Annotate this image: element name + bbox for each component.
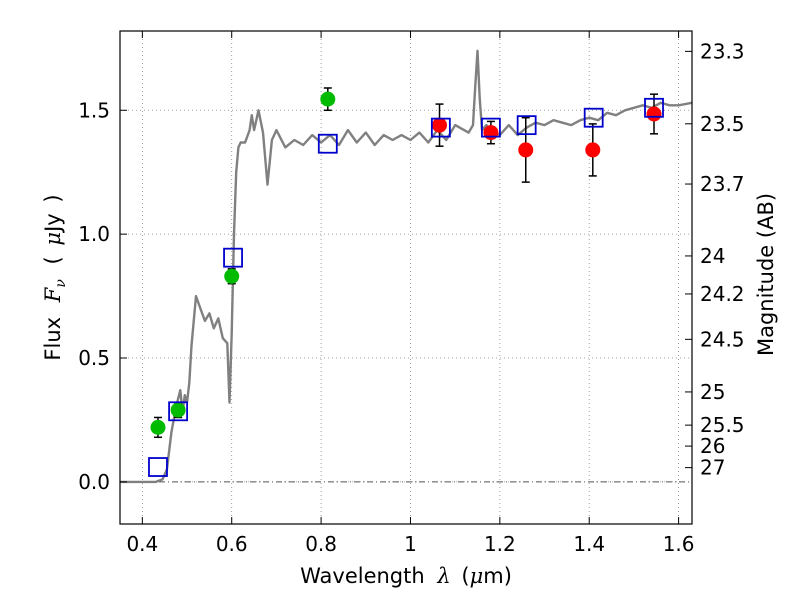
x-tick-label: 1.6 — [663, 532, 695, 556]
model-photometry-square — [223, 247, 243, 268]
magnitude-tick-label: 24.5 — [700, 327, 745, 351]
x-tick-label: 1.2 — [484, 532, 516, 556]
red-photometry-point — [518, 142, 534, 158]
plot-frame — [119, 30, 693, 525]
green-photometry-point — [170, 402, 186, 418]
plot-layer — [120, 49, 692, 484]
magnitude-tick-label: 24 — [700, 244, 725, 268]
green-photometry-point — [150, 419, 166, 435]
red-photometry-point — [646, 106, 662, 122]
magnitude-tick-label: 26 — [700, 434, 725, 458]
magnitude-tick-label: 23.7 — [700, 172, 745, 196]
magnitude-tick-label: 25.5 — [700, 413, 745, 437]
model-photometry-square — [168, 401, 188, 422]
x-tick-label: 1 — [404, 532, 417, 556]
y-tick-label: 0.0 — [78, 470, 110, 494]
x-tick-label: 0.8 — [305, 532, 337, 556]
red-photometry-point — [432, 117, 448, 133]
red-photometry-point — [483, 125, 499, 141]
y-tick-label: 1.5 — [78, 98, 110, 122]
x-tick-label: 1.4 — [573, 532, 605, 556]
grid-lines — [120, 31, 692, 524]
green-photometry-point — [224, 268, 240, 284]
magnitude-axis-label: Magnitude (AB) — [754, 193, 778, 356]
y-tick-label: 0.5 — [78, 346, 110, 370]
magnitude-tick-label: 27 — [700, 456, 725, 480]
y-tick-label: 1.0 — [78, 222, 110, 246]
y-axis-label: Flux Fν ( μJy ) — [41, 194, 70, 360]
model-photometry-square — [148, 457, 168, 477]
magnitude-tick-label: 23.5 — [700, 112, 745, 136]
model-photometry-square — [516, 115, 537, 136]
model-photometry-square — [481, 117, 501, 138]
x-axis-label: Wavelength λ (μm) — [300, 564, 512, 588]
axis-ticks: 0.4 0.6 0.8 1 1.2 1.4 1.6 0.0 0.5 1.0 1.5 23.3 23.5 2… — [78, 31, 745, 556]
model-photometry-square — [430, 117, 451, 138]
magnitude-tick-label: 24.2 — [700, 282, 745, 306]
model-spectrum-line — [120, 49, 692, 484]
green-photometry-point — [320, 91, 336, 107]
model-photometry-square — [583, 107, 604, 128]
x-tick-label: 0.4 — [126, 532, 158, 556]
magnitude-tick-label: 25 — [700, 380, 725, 404]
red-photometry-point — [585, 142, 601, 158]
x-tick-label: 0.6 — [216, 532, 248, 556]
model-photometry-square — [644, 97, 664, 118]
model-photometry-square — [317, 133, 338, 154]
magnitude-tick-label: 23.3 — [700, 39, 745, 63]
